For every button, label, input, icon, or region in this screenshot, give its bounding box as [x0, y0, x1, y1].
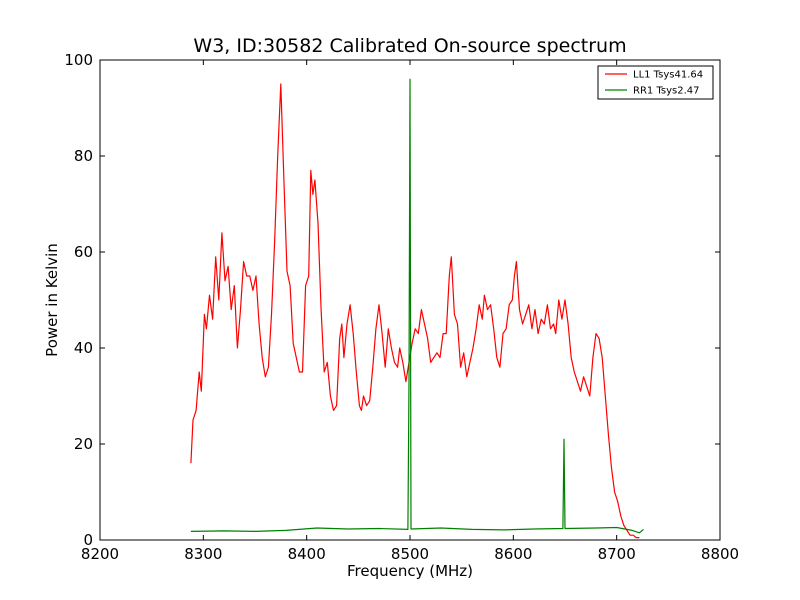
legend-label-rr1: RR1 Tsys2.47	[633, 86, 700, 97]
x-tick-label: 8800	[701, 545, 739, 563]
y-tick-label: 60	[74, 243, 93, 261]
x-axis: 8200 8300 8400 8500 8600 8700 8800	[81, 60, 739, 563]
series-line-rr1	[190, 78, 644, 534]
legend: LL1 Tsys41.64 RR1 Tsys2.47	[597, 65, 714, 100]
x-tick-label: 8600	[494, 545, 532, 563]
x-tick-label: 8200	[81, 545, 119, 563]
y-tick-label: 20	[74, 435, 93, 453]
y-tick-label: 100	[64, 51, 93, 69]
x-tick-label: 8500	[391, 545, 429, 563]
y-tick-label: 80	[74, 147, 93, 165]
x-axis-label: Frequency (MHz)	[347, 562, 473, 580]
legend-box	[597, 65, 714, 100]
series-line-ll1	[190, 83, 640, 539]
x-tick-label: 8400	[288, 545, 326, 563]
y-axis: 0 20 40 60 80 100	[64, 51, 720, 549]
plot-area	[190, 78, 644, 539]
x-tick-label: 8300	[184, 545, 222, 563]
x-tick-label: 8700	[598, 545, 636, 563]
chart-title: W3, ID:30582 Calibrated On-source spectr…	[193, 35, 626, 57]
y-tick-label: 40	[74, 339, 93, 357]
y-tick-label: 0	[83, 531, 93, 549]
y-axis-label: Power in Kelvin	[43, 243, 61, 357]
legend-label-ll1: LL1 Tsys41.64	[633, 70, 703, 81]
